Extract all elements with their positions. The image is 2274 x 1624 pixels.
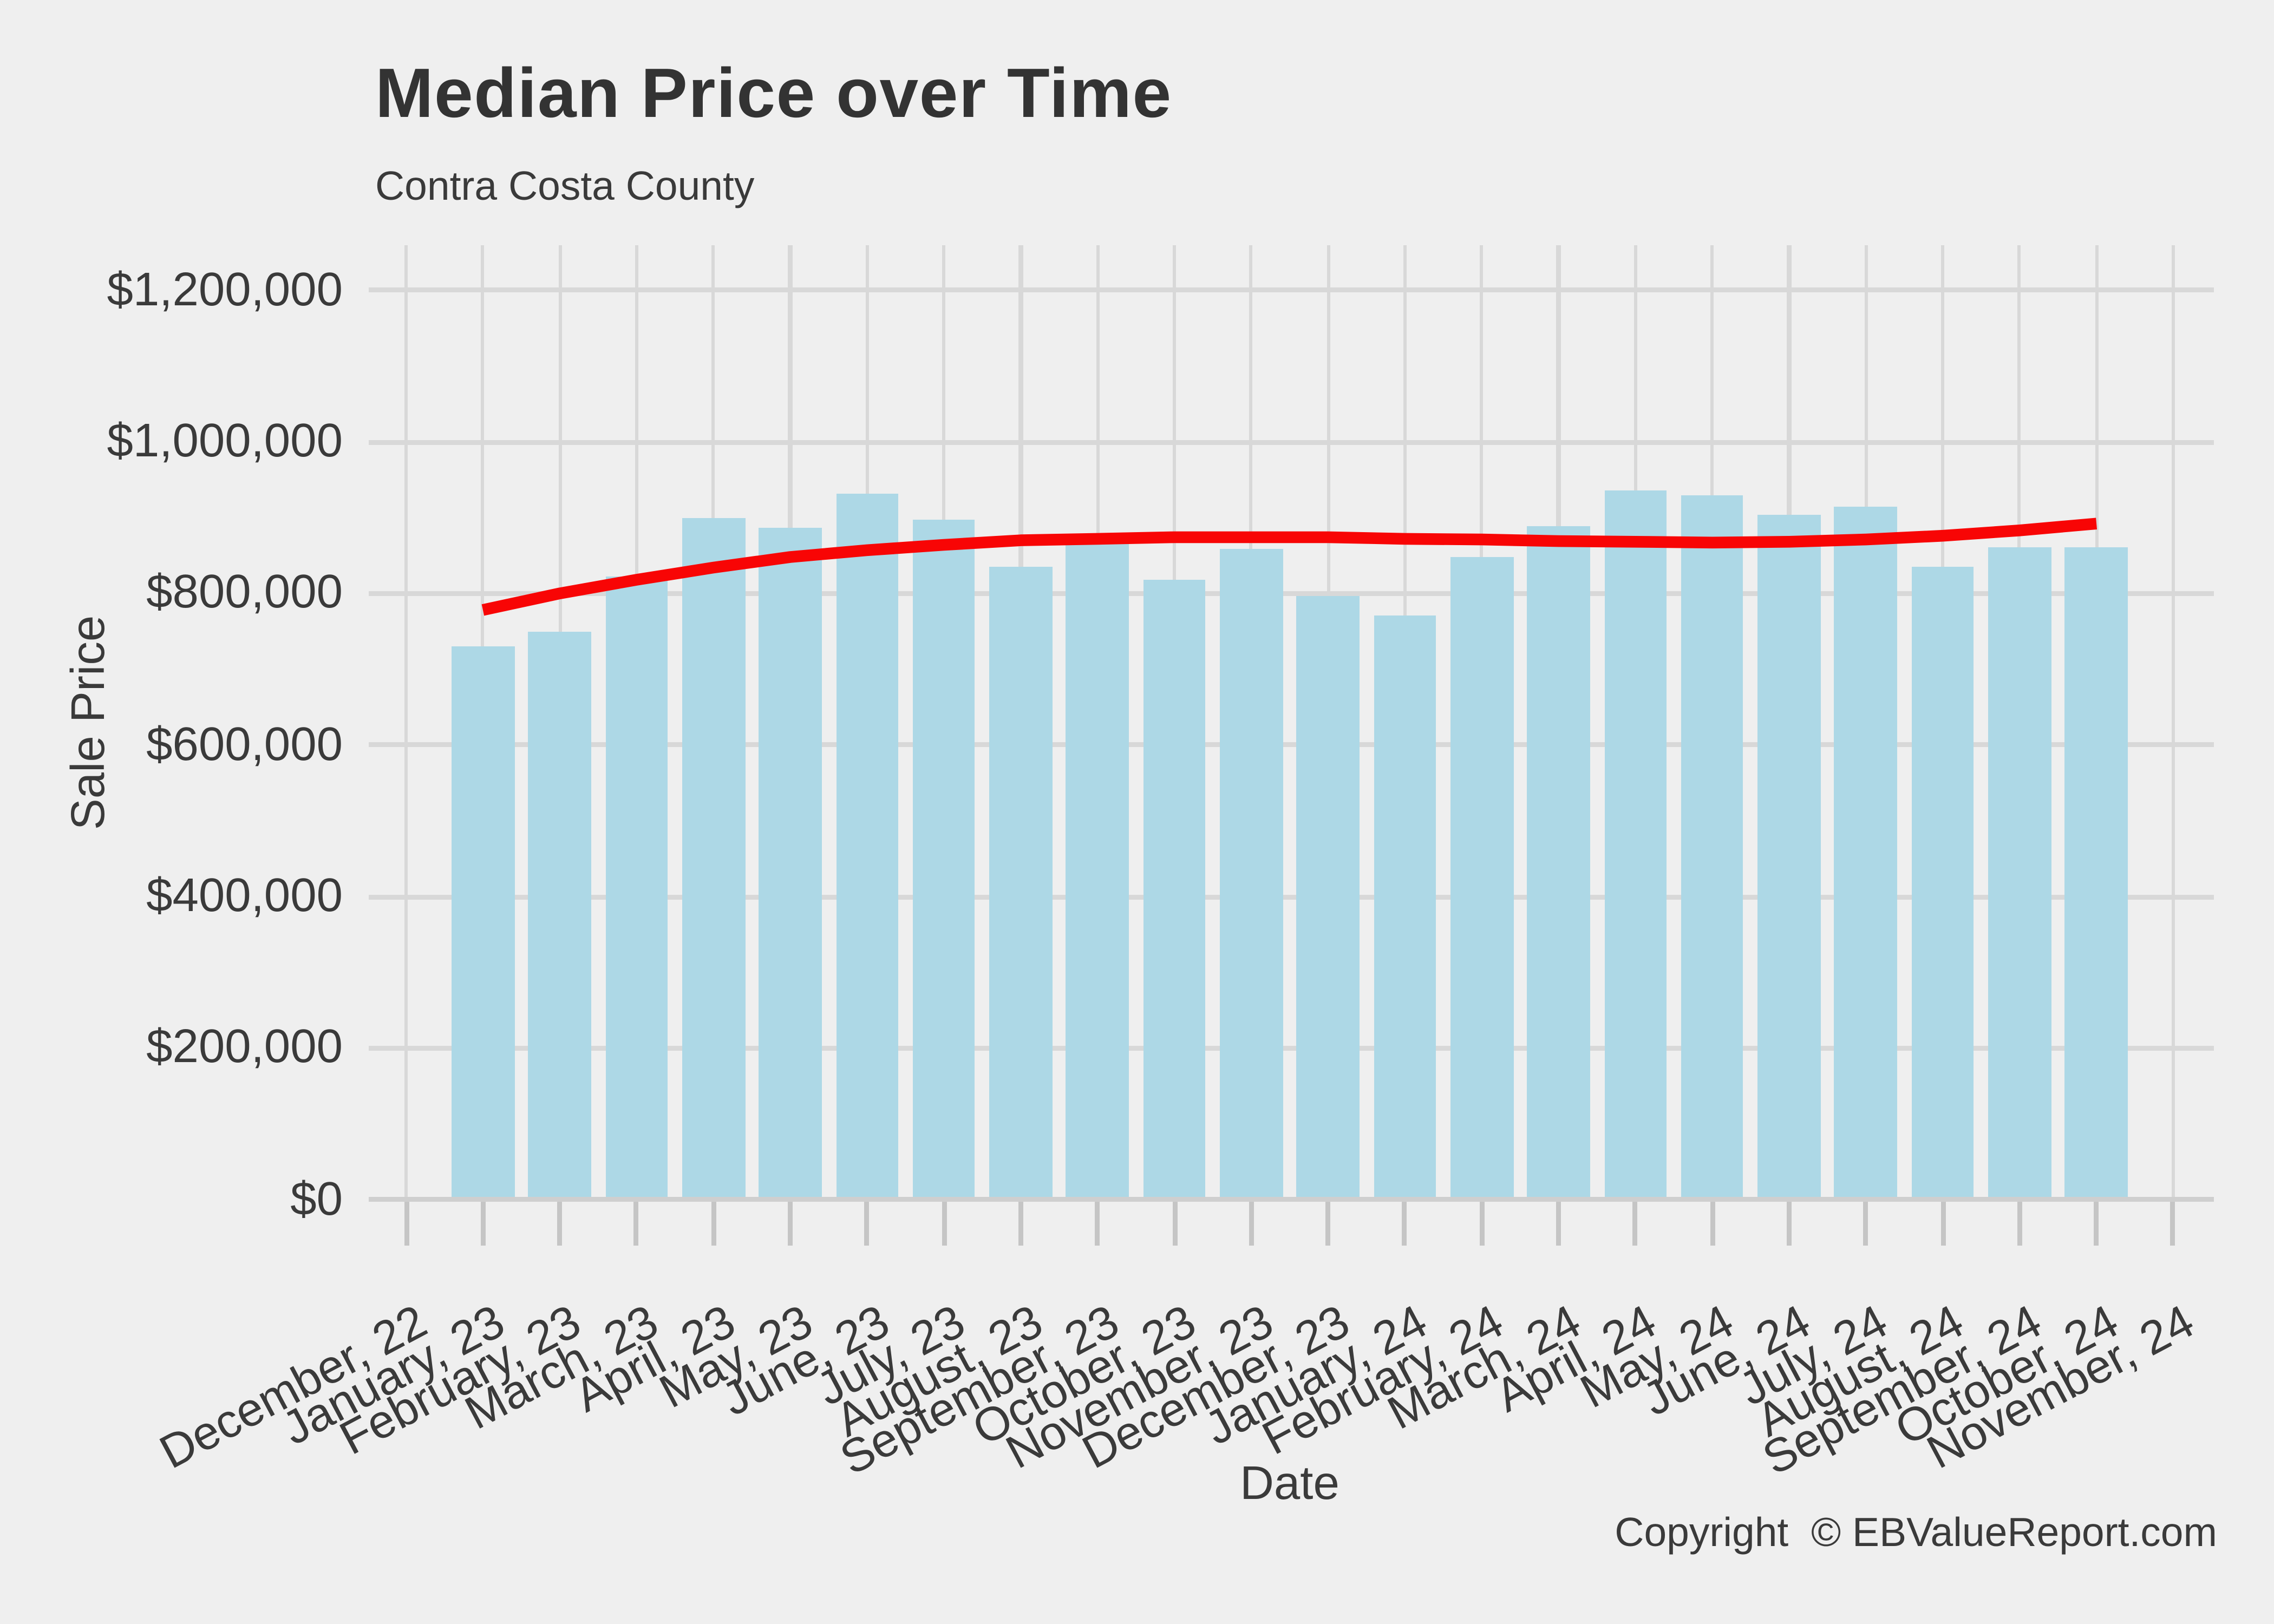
bar bbox=[912, 519, 976, 1198]
x-tick-mark bbox=[1940, 1202, 1945, 1246]
bar bbox=[2065, 548, 2128, 1198]
copyright-caption: Copyright © EBValueReport.com bbox=[1615, 1510, 2217, 1556]
x-tick-mark bbox=[2094, 1202, 2099, 1246]
x-tick-mark bbox=[634, 1202, 639, 1246]
y-tick-label: $1,000,000 bbox=[107, 416, 343, 468]
x-tick-mark bbox=[403, 1202, 409, 1246]
bar bbox=[1604, 490, 1667, 1198]
bar bbox=[1450, 556, 1513, 1198]
x-tick-mark bbox=[1633, 1202, 1638, 1246]
x-tick-mark bbox=[1172, 1202, 1177, 1246]
bar bbox=[452, 646, 514, 1198]
x-axis-line bbox=[368, 1197, 2214, 1202]
bar bbox=[1220, 549, 1283, 1198]
x-tick-mark bbox=[2171, 1202, 2176, 1246]
bar bbox=[1834, 506, 1898, 1198]
x-tick-mark bbox=[941, 1202, 946, 1246]
y-gridline bbox=[368, 894, 2214, 899]
bar bbox=[1681, 495, 1744, 1198]
x-tick-mark bbox=[480, 1202, 486, 1246]
x-tick-mark bbox=[1325, 1202, 1331, 1246]
x-gridline bbox=[2171, 245, 2175, 1200]
x-tick-mark bbox=[1863, 1202, 1868, 1246]
bar bbox=[1988, 548, 2051, 1198]
bar bbox=[682, 518, 745, 1198]
chart-title: Median Price over Time bbox=[375, 55, 1172, 133]
x-tick-mark bbox=[1786, 1202, 1792, 1246]
x-tick-mark bbox=[864, 1202, 870, 1246]
bar bbox=[1757, 514, 1821, 1198]
x-tick-mark bbox=[1709, 1202, 1715, 1246]
x-tick-mark bbox=[1249, 1202, 1254, 1246]
y-gridline bbox=[368, 1045, 2214, 1051]
x-tick-mark bbox=[1018, 1202, 1023, 1246]
x-axis-title: Date bbox=[1240, 1458, 1339, 1510]
y-gridline bbox=[368, 287, 2214, 293]
x-tick-mark bbox=[1402, 1202, 1408, 1246]
x-gridline bbox=[404, 245, 408, 1200]
x-tick-mark bbox=[788, 1202, 793, 1246]
y-tick-label: $200,000 bbox=[146, 1022, 343, 1075]
bar bbox=[1143, 579, 1206, 1198]
x-tick-mark bbox=[557, 1202, 563, 1246]
bar bbox=[605, 575, 668, 1198]
y-tick-label: $800,000 bbox=[146, 567, 343, 620]
y-tick-label: $600,000 bbox=[146, 719, 343, 771]
bar bbox=[1297, 595, 1360, 1198]
bar bbox=[759, 528, 822, 1198]
x-tick-mark bbox=[711, 1202, 716, 1246]
bar bbox=[1066, 543, 1129, 1198]
bar bbox=[835, 494, 899, 1198]
y-gridline bbox=[368, 742, 2214, 748]
x-tick-mark bbox=[2017, 1202, 2022, 1246]
bar bbox=[528, 632, 591, 1198]
y-tick-label: $0 bbox=[290, 1174, 343, 1226]
bar bbox=[989, 566, 1053, 1198]
y-tick-label: $400,000 bbox=[146, 870, 343, 923]
y-gridline bbox=[368, 439, 2214, 444]
x-tick-mark bbox=[1556, 1202, 1561, 1246]
bar bbox=[1527, 526, 1590, 1198]
chart-subtitle: Contra Costa County bbox=[375, 164, 755, 209]
bar bbox=[1373, 615, 1436, 1198]
x-tick-mark bbox=[1479, 1202, 1485, 1246]
x-tick-mark bbox=[1095, 1202, 1100, 1246]
y-tick-label: $1,200,000 bbox=[107, 264, 343, 317]
bar bbox=[1911, 566, 1975, 1198]
